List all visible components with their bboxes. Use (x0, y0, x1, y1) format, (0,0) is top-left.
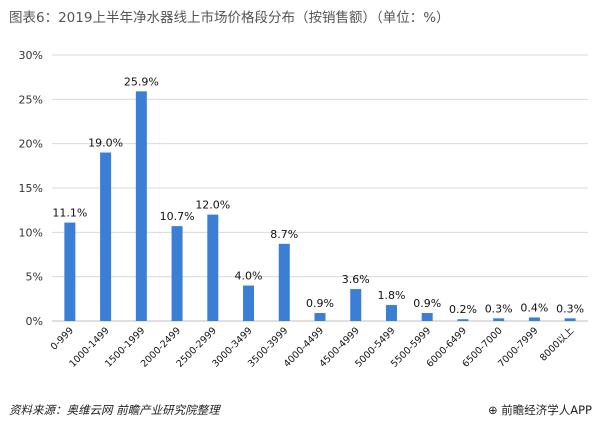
data-label: 0.9% (306, 297, 334, 310)
data-label: 25.9% (124, 75, 159, 88)
y-tick-label: 10% (19, 226, 43, 239)
data-label: 0.9% (413, 297, 441, 310)
bar (564, 318, 576, 321)
bar (278, 243, 290, 321)
data-label: 0.2% (449, 303, 477, 316)
y-tick-label: 25% (19, 93, 43, 106)
brand-icon: ⊕ (487, 403, 498, 417)
data-label: 19.0% (88, 137, 123, 150)
bar (385, 305, 397, 321)
y-tick-label: 30% (19, 49, 43, 62)
bar (421, 313, 433, 321)
bar (64, 222, 76, 321)
bar (493, 318, 505, 321)
bar (171, 226, 183, 321)
y-tick-label: 0% (26, 315, 43, 328)
brand-text: 前瞻经济学人APP (501, 403, 592, 417)
data-label: 12.0% (195, 199, 230, 212)
bar (100, 152, 112, 321)
chart-title: 图表6：2019上半年净水器线上市场价格段分布（按销售额）（单位：%） (9, 10, 450, 26)
data-label: 4.0% (235, 270, 263, 283)
y-tick-label: 20% (19, 138, 43, 151)
x-tick-label: 8000以上 (538, 325, 577, 364)
source-note: 资料来源：奥维云网 前瞻产业研究院整理 (9, 403, 220, 417)
y-tick-label: 15% (19, 182, 43, 195)
bar (243, 285, 255, 321)
data-label: 10.7% (160, 210, 195, 223)
bar-chart: 0%5%10%15%20%25%30%11.1%0-99919.0%1000-1… (19, 49, 588, 370)
bar (350, 289, 362, 321)
data-label: 1.8% (377, 289, 405, 302)
y-tick-label: 5% (26, 271, 43, 284)
data-label: 3.6% (342, 273, 370, 286)
bar (207, 214, 219, 321)
data-label: 11.1% (52, 207, 87, 220)
bar (528, 317, 540, 321)
bar (457, 319, 469, 321)
data-label: 0.3% (485, 302, 513, 315)
data-label: 8.7% (270, 228, 298, 241)
data-label: 0.3% (556, 302, 584, 315)
x-tick-label: 0-999 (49, 325, 76, 352)
bar (135, 91, 147, 321)
brand-label: ⊕ 前瞻经济学人APP (488, 402, 592, 418)
bar (314, 313, 326, 321)
data-label: 0.4% (520, 301, 548, 314)
